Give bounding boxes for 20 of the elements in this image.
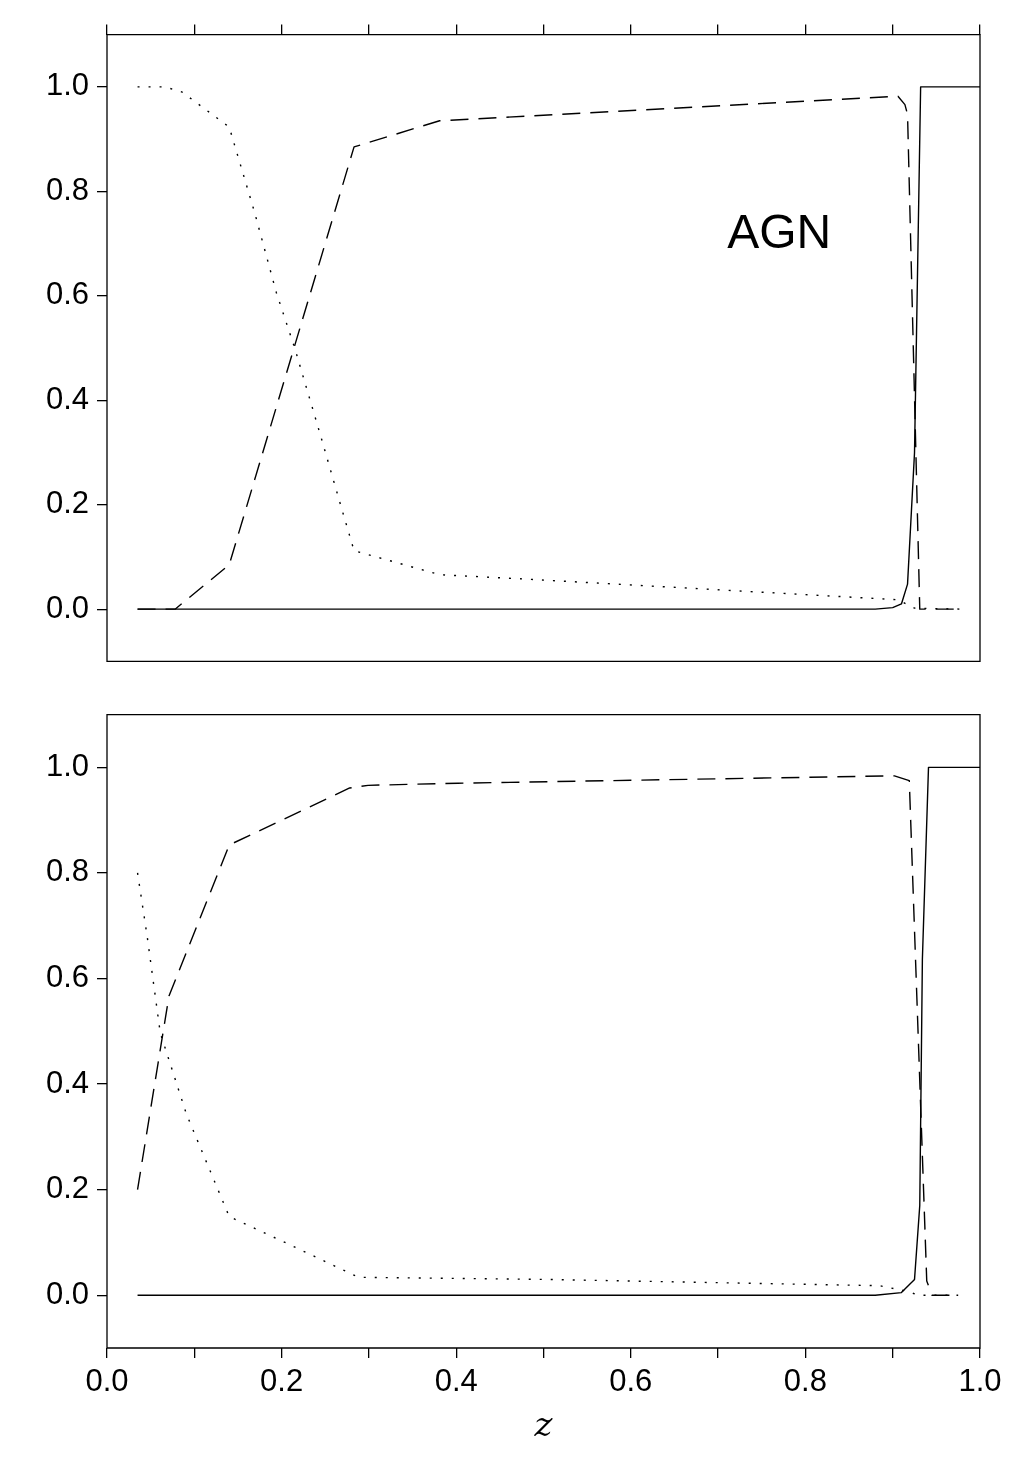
y-tick-label: 0.4 — [45, 1064, 89, 1100]
y-tick-label: 0.0 — [45, 1275, 89, 1311]
y-tick-label: 0.6 — [45, 276, 89, 312]
y-tick-label: 1.0 — [45, 747, 89, 783]
y-tick-label: 0.2 — [45, 485, 89, 521]
y-tick-label: 0.8 — [45, 853, 89, 889]
x-tick-label: 0.8 — [783, 1363, 827, 1399]
x-tick-label: 0.2 — [260, 1363, 304, 1399]
y-tick-label: 0.6 — [45, 959, 89, 995]
x-tick-label: 0.0 — [85, 1363, 129, 1399]
annotation: AGN — [727, 205, 832, 259]
y-tick-label: 1.0 — [45, 67, 89, 103]
x-tick-label: 0.4 — [434, 1363, 478, 1399]
x-tick-label: 1.0 — [958, 1363, 1002, 1399]
y-tick-label: 0.8 — [45, 171, 89, 207]
y-tick-label: 0.4 — [45, 380, 89, 416]
x-tick-label: 0.6 — [609, 1363, 653, 1399]
y-tick-label: 0.2 — [45, 1170, 89, 1206]
x-axis-title: z — [533, 1404, 554, 1445]
y-tick-label: 0.0 — [45, 589, 89, 625]
